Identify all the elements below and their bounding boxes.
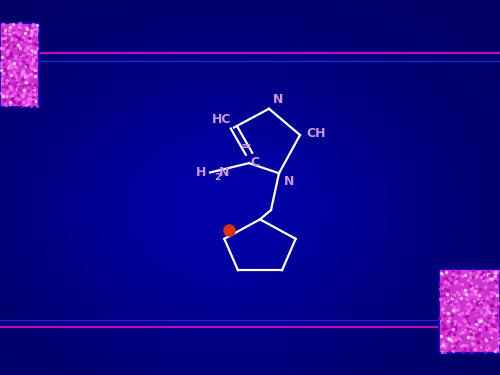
Text: N: N [219,166,230,179]
Text: 2: 2 [214,172,220,182]
Text: N: N [273,93,283,106]
Text: C: C [250,156,259,169]
Text: =: = [240,141,252,153]
FancyBboxPatch shape [438,269,500,353]
Text: N: N [284,175,294,188]
FancyBboxPatch shape [0,22,38,107]
Text: CH: CH [306,127,326,140]
Text: HC: HC [212,112,232,126]
Text: H: H [196,166,206,179]
